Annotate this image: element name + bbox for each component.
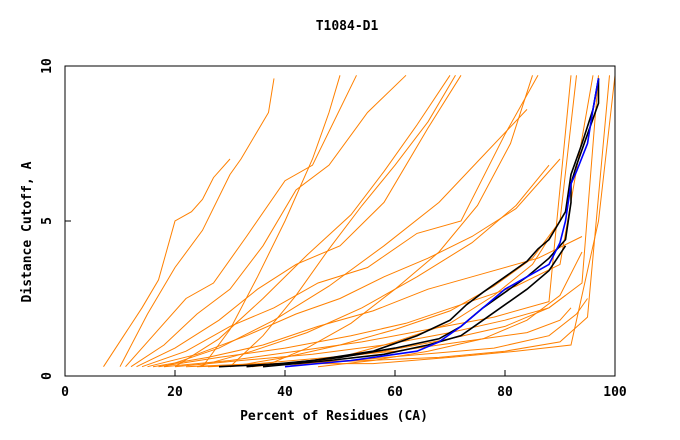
model-curve-24 (317, 251, 583, 368)
y-tick-label: 0 (40, 372, 55, 380)
model-curve-19 (251, 75, 599, 368)
y-tick-label: 5 (40, 217, 55, 225)
y-axis-label: Distance Cutoff, A (20, 161, 35, 302)
series-layer (103, 74, 615, 368)
x-tick-label: 40 (277, 385, 293, 400)
model-curve-14 (218, 75, 615, 368)
y-axis: 0 5 10 (40, 58, 71, 380)
model-curve-1 (119, 78, 275, 367)
x-tick-label: 80 (497, 385, 513, 400)
model-curve-22 (262, 75, 533, 368)
highlight-curve-28 (284, 78, 600, 368)
highlight-curve-26 (246, 78, 600, 368)
model-curve-10 (174, 295, 566, 368)
model-curve-7 (152, 236, 583, 368)
x-tick-label: 0 (61, 385, 69, 400)
chart-title: T1084-D1 (316, 19, 379, 34)
model-curve-21 (229, 75, 456, 368)
highlight-curve-27 (262, 245, 567, 368)
model-curve-9 (163, 75, 572, 368)
model-curve-3 (130, 74, 407, 368)
model-curve-6 (147, 158, 561, 368)
x-tick-label: 20 (167, 385, 183, 400)
model-curve-0 (103, 158, 231, 367)
model-curve-4 (136, 75, 462, 368)
x-tick-label: 100 (603, 385, 627, 400)
model-curve-15 (163, 109, 528, 368)
model-curve-5 (141, 75, 539, 368)
x-tick-label: 60 (387, 385, 403, 400)
model-curve-16 (174, 75, 451, 368)
plot-area (103, 74, 615, 368)
model-curve-17 (196, 164, 550, 368)
x-axis-label: Percent of Residues (CA) (240, 409, 428, 424)
model-curve-2 (125, 75, 357, 368)
x-axis: 0 20 40 60 80 100 (61, 370, 627, 400)
highlight-curve-25 (218, 78, 600, 368)
y-tick-label: 10 (40, 58, 55, 74)
model-curve-20 (202, 75, 341, 367)
model-curve-8 (158, 75, 594, 368)
